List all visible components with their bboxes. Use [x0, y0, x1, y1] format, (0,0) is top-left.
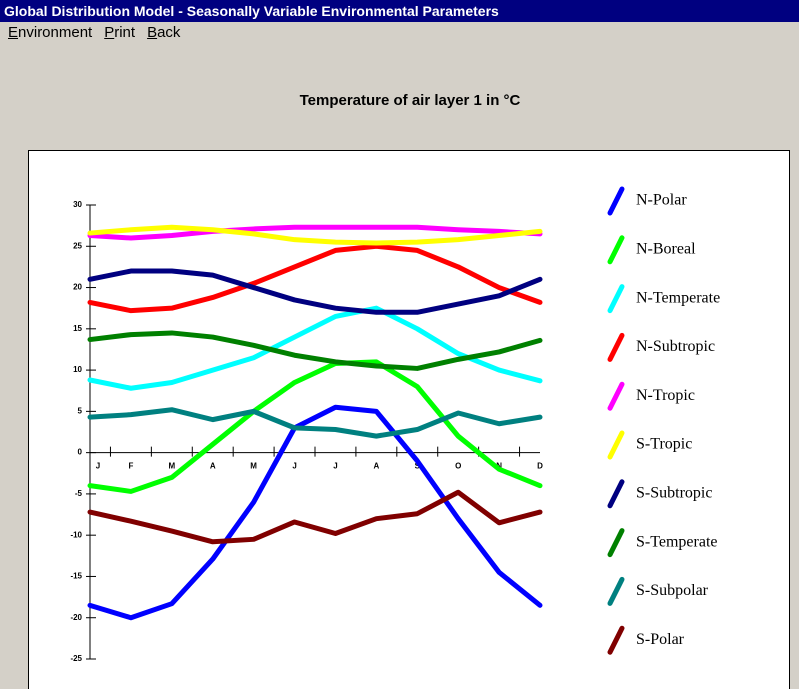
legend-swatch	[607, 625, 625, 655]
legend-label: S-Temperate	[636, 533, 718, 550]
y-tick-label: 20	[73, 283, 82, 292]
legend-label: S-Tropic	[636, 436, 692, 453]
legend-swatch	[607, 284, 625, 314]
x-tick-label: A	[210, 462, 216, 471]
legend-label: N-Tropic	[636, 387, 695, 404]
x-tick-label: A	[373, 462, 379, 471]
series-line	[87, 268, 543, 315]
y-tick-label: 5	[78, 406, 83, 415]
y-tick-label: 30	[73, 200, 82, 209]
window-title: Global Distribution Model - Seasonally V…	[0, 0, 799, 22]
legend-swatch	[607, 381, 625, 411]
legend-swatch	[607, 528, 625, 558]
series-line	[87, 404, 543, 621]
menu-bar: Environment Print Back	[0, 22, 184, 44]
y-tick-label: 15	[73, 324, 82, 333]
y-tick-label: 25	[73, 241, 82, 250]
menu-item[interactable]: Environment	[8, 24, 93, 41]
y-tick-label: -10	[70, 530, 82, 539]
legend-label: N-Boreal	[636, 240, 696, 257]
x-tick-label: M	[168, 462, 175, 471]
y-tick-label: -5	[75, 489, 83, 498]
x-tick-label: J	[292, 462, 296, 471]
x-tick-label: S	[415, 462, 421, 471]
chart-title: Temperature of air layer 1 in °C	[300, 92, 521, 109]
legend-label: N-Subtropic	[636, 338, 715, 355]
x-tick-label: J	[333, 462, 337, 471]
series-line	[87, 330, 543, 371]
plot-panel	[28, 150, 790, 689]
legend-swatch	[607, 186, 625, 216]
menu-item[interactable]: Back	[147, 24, 181, 41]
x-tick-label: O	[455, 462, 461, 471]
series-line	[87, 359, 543, 494]
legend-swatch	[607, 479, 625, 509]
x-tick-label: D	[537, 462, 543, 471]
legend-swatch	[607, 430, 625, 460]
x-tick-label: J	[96, 462, 100, 471]
y-tick-label: -15	[70, 572, 82, 581]
y-tick-label: 0	[78, 448, 83, 457]
y-tick-label: -20	[70, 613, 82, 622]
legend-label: S-Subpolar	[636, 582, 709, 599]
legend-swatch	[607, 235, 625, 265]
menu-item[interactable]: Print	[104, 24, 136, 41]
legend-label: S-Polar	[636, 631, 685, 648]
x-tick-label: M	[250, 462, 257, 471]
y-tick-label: 10	[73, 365, 82, 374]
series-line	[87, 224, 543, 246]
series-line	[87, 407, 543, 439]
x-tick-label: F	[128, 462, 133, 471]
legend-label: N-Polar	[636, 192, 687, 209]
legend-label: N-Temperate	[636, 289, 720, 306]
legend-swatch	[607, 576, 625, 606]
legend-label: S-Subtropic	[636, 484, 712, 501]
y-tick-label: -25	[70, 654, 82, 663]
legend-swatch	[607, 332, 625, 362]
series-line	[87, 489, 543, 545]
series-line	[87, 224, 543, 241]
series-line	[87, 243, 543, 314]
